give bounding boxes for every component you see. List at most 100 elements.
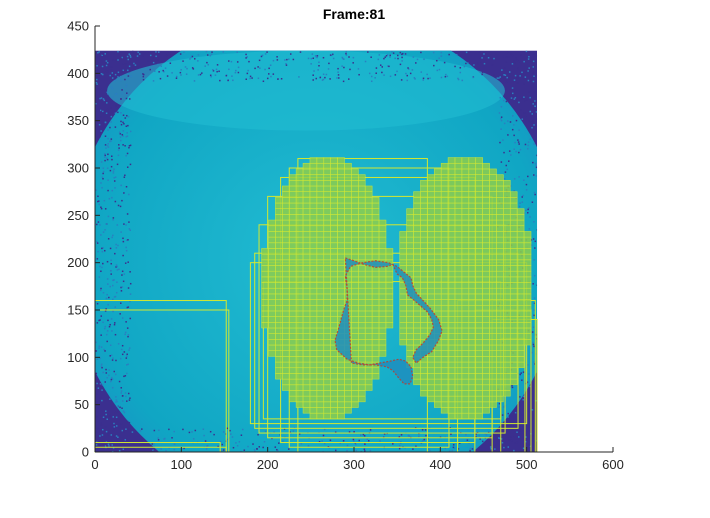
noise-speck [183, 51, 185, 53]
lattice-cell [427, 219, 435, 227]
noise-speck [459, 66, 462, 69]
noise-speck [481, 73, 483, 76]
lattice-cell [316, 333, 325, 340]
lattice-cell [337, 390, 345, 397]
lattice-cell [309, 299, 318, 306]
noise-speck [452, 444, 455, 446]
lattice-cell [516, 304, 525, 312]
noise-speck [429, 442, 431, 444]
noise-speck [105, 147, 107, 149]
lattice-cell [282, 185, 290, 192]
noise-speck [111, 386, 114, 389]
lattice-cell [420, 384, 428, 391]
lattice-cell [489, 287, 497, 295]
noise-speck [527, 409, 530, 412]
lattice-cell [427, 299, 435, 306]
y-tick-label: 0 [82, 445, 89, 460]
lattice-cell [282, 378, 290, 386]
lattice-cell [275, 276, 283, 283]
lattice-cell [489, 299, 497, 306]
lattice-cell [482, 208, 490, 215]
lattice-cell [433, 208, 442, 215]
lattice-cell [261, 287, 269, 295]
lattice-cell [268, 259, 276, 266]
noise-speck [215, 68, 218, 71]
lattice-cell [475, 208, 483, 215]
noise-speck [516, 429, 518, 432]
lattice-cell [399, 248, 407, 255]
lattice-cell [489, 316, 497, 323]
lattice-cell [413, 304, 421, 312]
noise-speck [266, 77, 269, 80]
noise-speck [505, 100, 508, 103]
lattice-cell [302, 401, 311, 408]
lattice-cell [413, 282, 421, 289]
noise-speck [100, 161, 103, 163]
noise-speck [110, 107, 112, 109]
lattice-cell [358, 367, 366, 374]
lattice-cell [275, 350, 283, 357]
noise-speck [122, 130, 125, 132]
lattice-cell [475, 236, 483, 244]
noise-speck [515, 150, 517, 153]
lattice-cell [496, 344, 504, 352]
noise-speck [444, 75, 447, 78]
lattice-cell [268, 310, 276, 317]
noise-speck [318, 61, 320, 64]
lattice-cell [268, 219, 276, 227]
lattice-cell [275, 214, 283, 221]
lattice-cell [482, 248, 490, 255]
noise-speck [123, 375, 125, 378]
lattice-cell [482, 378, 490, 386]
lattice-cell [503, 270, 511, 278]
lattice-cell [461, 367, 470, 374]
noise-speck [125, 154, 127, 157]
lattice-cell [351, 270, 359, 278]
lattice-cell [461, 333, 470, 340]
lattice-cell [309, 231, 318, 238]
lattice-cell [475, 361, 483, 369]
lattice-cell [344, 378, 352, 386]
lattice-cell [268, 270, 276, 278]
lattice-cell [413, 248, 421, 255]
lattice-cell [420, 253, 428, 261]
lattice-cell [447, 412, 456, 420]
lattice-cell [330, 259, 338, 266]
lattice-cell [406, 219, 414, 227]
lattice-cell [302, 407, 311, 414]
lattice-cell [433, 367, 442, 374]
noise-speck [203, 434, 205, 437]
noise-speck [113, 177, 115, 179]
noise-speck [96, 64, 98, 67]
lattice-cell [288, 208, 297, 215]
lattice-cell [323, 157, 331, 164]
noise-speck [95, 70, 97, 72]
noise-speck [528, 67, 530, 69]
noise-speck [532, 161, 534, 164]
lattice-cell [468, 304, 477, 312]
lattice-cell [447, 276, 456, 283]
noise-speck [120, 423, 123, 425]
noise-speck [113, 426, 116, 428]
lattice-cell [482, 316, 490, 323]
noise-speck [110, 66, 113, 68]
lattice-cell [468, 339, 477, 346]
noise-speck [133, 62, 135, 65]
lattice-cell [302, 378, 311, 386]
lattice-cell [295, 339, 304, 346]
noise-speck [127, 72, 129, 75]
lattice-cell [461, 168, 470, 175]
noise-speck [173, 443, 176, 445]
noise-speck [129, 317, 132, 320]
noise-speck [483, 53, 485, 55]
noise-speck [457, 448, 460, 450]
noise-speck [102, 262, 104, 265]
lattice-cell [351, 327, 359, 334]
noise-speck [511, 63, 514, 65]
lattice-cell [516, 361, 525, 369]
lattice-cell [309, 361, 318, 369]
noise-speck [114, 112, 117, 114]
noise-speck [152, 57, 154, 59]
noise-speck [466, 439, 469, 441]
noise-speck [122, 121, 124, 124]
